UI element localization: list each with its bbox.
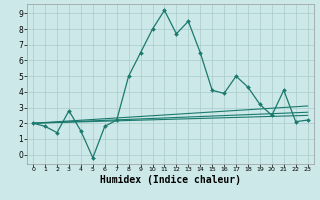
X-axis label: Humidex (Indice chaleur): Humidex (Indice chaleur) xyxy=(100,175,241,185)
